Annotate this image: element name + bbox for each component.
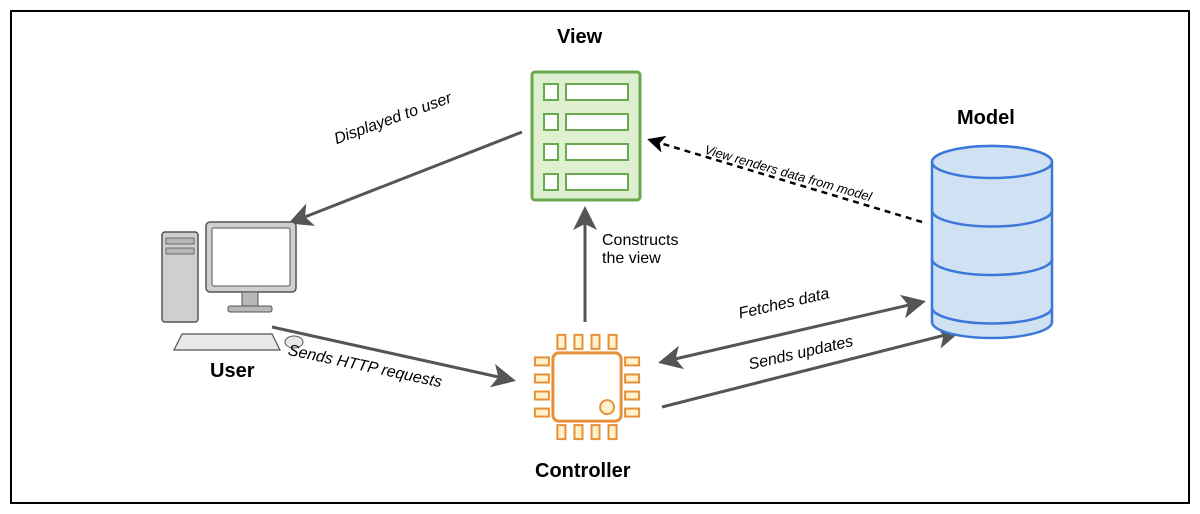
controller-label: Controller	[535, 460, 631, 483]
view-node	[532, 72, 640, 200]
view-label: View	[557, 26, 602, 49]
mvc-diagram-svg	[12, 12, 1188, 502]
user-node	[162, 222, 303, 350]
user-label: User	[210, 360, 254, 383]
controller-node	[535, 335, 639, 439]
model-label: Model	[957, 107, 1015, 130]
diagram-frame: User View Controller Model Displayed to …	[10, 10, 1190, 504]
edge-label-constructs: Constructsthe view	[602, 232, 678, 268]
model-node	[932, 146, 1052, 338]
